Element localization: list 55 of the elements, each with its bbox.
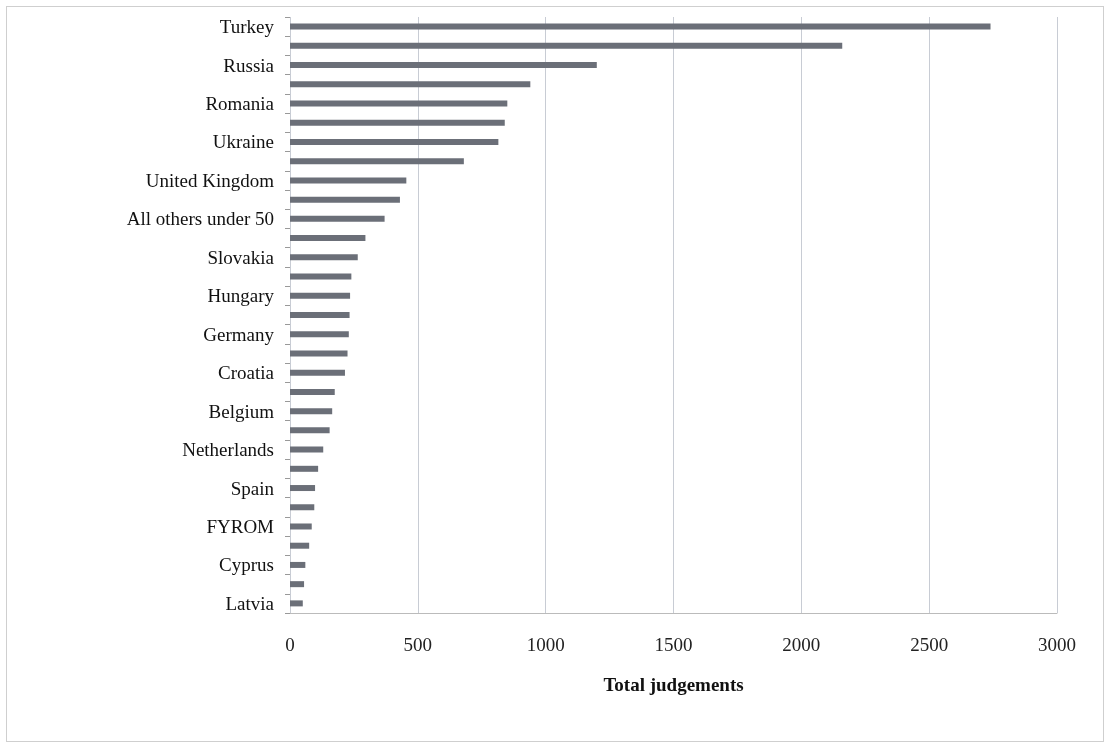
y-tick-label: Belgium xyxy=(208,400,275,422)
y-tick-label: Cyprus xyxy=(219,554,274,576)
bar xyxy=(290,485,316,492)
y-tick-label: Netherlands xyxy=(182,439,274,461)
x-tick-label: 500 xyxy=(403,634,433,655)
y-tick-label: Slovakia xyxy=(207,246,275,268)
x-axis-title: Total judgements xyxy=(603,674,744,695)
bar xyxy=(290,504,315,511)
bar xyxy=(290,388,335,395)
bar xyxy=(290,369,345,376)
y-tick-label: Germany xyxy=(203,323,275,345)
y-tick-label: Latvia xyxy=(225,592,275,614)
bar xyxy=(290,81,531,88)
x-tick-label: 1000 xyxy=(526,634,565,655)
bar xyxy=(290,42,843,49)
y-tick-label: All others under 50 xyxy=(126,208,274,230)
bar xyxy=(290,350,348,357)
bar xyxy=(290,100,508,107)
bar xyxy=(290,465,319,472)
bar xyxy=(290,561,306,568)
bar xyxy=(290,273,352,280)
bar xyxy=(290,138,499,145)
y-tick-label: Romania xyxy=(205,93,275,115)
bar xyxy=(290,312,350,318)
bar xyxy=(290,23,991,30)
bar xyxy=(290,62,597,69)
y-tick-label: Spain xyxy=(230,477,275,499)
bar xyxy=(290,600,303,607)
x-tick-label: 3000 xyxy=(1038,634,1076,655)
x-tick-label: 0 xyxy=(285,634,295,655)
bar xyxy=(290,292,351,299)
bar xyxy=(290,119,505,126)
y-tick-label: Croatia xyxy=(218,362,275,384)
bar xyxy=(290,427,330,434)
bar xyxy=(290,215,385,222)
y-tick-label: FYROM xyxy=(206,515,275,537)
bar xyxy=(290,254,358,261)
bar xyxy=(290,177,407,184)
y-tick-label: Turkey xyxy=(219,16,275,38)
bar xyxy=(290,446,324,453)
bar xyxy=(290,158,464,165)
bar xyxy=(290,581,305,588)
y-tick-label: United Kingdom xyxy=(145,169,275,191)
y-tick-label: Hungary xyxy=(207,285,275,307)
bar xyxy=(290,523,312,530)
x-tick-label: 1500 xyxy=(654,634,693,655)
x-tick-label: 2500 xyxy=(910,634,949,655)
bar xyxy=(290,331,349,338)
bar xyxy=(290,542,310,549)
bar xyxy=(290,235,366,242)
y-tick-label: Ukraine xyxy=(212,131,274,153)
y-tick-label: Russia xyxy=(223,54,275,76)
bar xyxy=(290,196,400,203)
bar xyxy=(290,408,333,415)
x-tick-label: 2000 xyxy=(782,634,821,655)
